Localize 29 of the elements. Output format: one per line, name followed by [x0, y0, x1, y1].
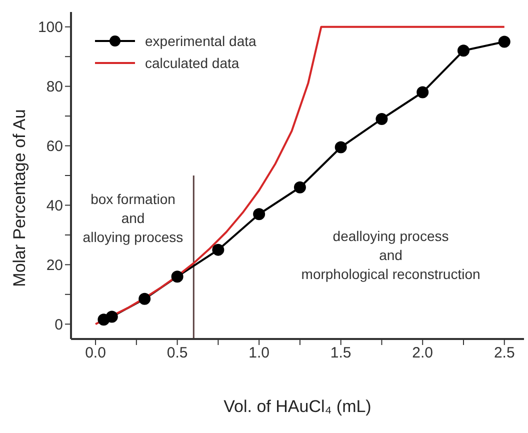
point [334, 141, 347, 154]
point [498, 36, 510, 48]
point [106, 310, 118, 323]
y-tick-label: 100 [38, 19, 63, 36]
legend-label: experimental data [145, 32, 256, 51]
y-tick-label: 40 [46, 198, 63, 215]
point [376, 113, 388, 126]
x-axis-title: Vol. of HAuCl₄ (mL) [222, 397, 372, 417]
point [416, 86, 429, 98]
x-tick-label: 2.0 [412, 344, 434, 362]
point [457, 44, 470, 57]
y-tick-label: 0 [54, 316, 63, 334]
x-tick-label: 0.5 [166, 344, 188, 362]
point [212, 244, 224, 256]
x-tick-label: 1.5 [330, 344, 352, 362]
point [171, 270, 184, 283]
y-axis-title: Molar Percentage of Au [10, 108, 30, 288]
x-tick-label: 0.0 [85, 344, 106, 362]
legend-label: calculated data [145, 54, 240, 73]
annotation: dealloying process and morphological reconstruction [300, 227, 482, 284]
y-tick-label: 60 [46, 138, 63, 156]
y-tick-label: 20 [46, 257, 63, 274]
annotation: box formation and alloying process [82, 190, 184, 248]
x-tick-label: 1.0 [248, 344, 270, 362]
x-tick-label: 2.5 [494, 344, 515, 362]
y-tick-label: 80 [46, 78, 63, 96]
point [138, 292, 151, 305]
point [253, 208, 266, 220]
point [294, 181, 306, 194]
